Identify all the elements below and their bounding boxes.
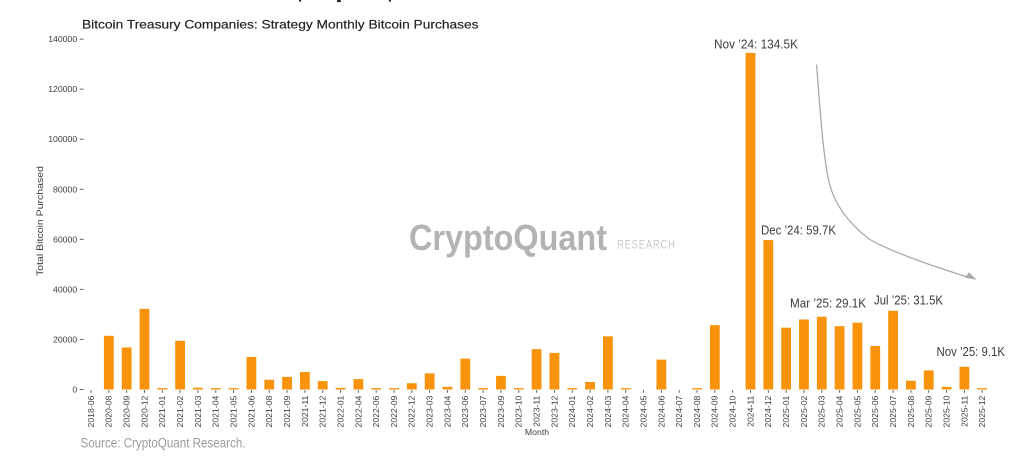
svg-text:2020-09: 2020-09 xyxy=(122,395,132,427)
svg-text:2023-10: 2023-10 xyxy=(514,395,524,427)
svg-text:2021-03: 2021-03 xyxy=(193,395,203,427)
svg-text:2021-06: 2021-06 xyxy=(246,395,256,427)
svg-text:2018-06: 2018-06 xyxy=(86,395,96,427)
svg-text:2024-08: 2024-08 xyxy=(692,395,702,427)
svg-text:Nov ’25: 9.1K: Nov ’25: 9.1K xyxy=(937,344,1006,359)
svg-text:2021-08: 2021-08 xyxy=(264,395,274,427)
svg-text:2024-02: 2024-02 xyxy=(585,395,595,427)
svg-text:2025-09: 2025-09 xyxy=(924,395,934,427)
svg-text:2024-05: 2024-05 xyxy=(638,395,648,427)
svg-text:2025-01: 2025-01 xyxy=(781,395,791,427)
svg-text:2024-03: 2024-03 xyxy=(603,395,613,427)
svg-text:2025-04: 2025-04 xyxy=(835,395,845,427)
svg-text:Nov ’24: 134.5K: Nov ’24: 134.5K xyxy=(714,36,798,51)
svg-text:2021-02: 2021-02 xyxy=(175,395,185,427)
svg-text:2024-09: 2024-09 xyxy=(710,395,720,427)
svg-text:2023-03: 2023-03 xyxy=(425,395,435,427)
svg-text:Mar ’25: 29.1K: Mar ’25: 29.1K xyxy=(790,295,866,310)
svg-text:2021-12: 2021-12 xyxy=(318,395,328,427)
svg-text:CryptoQuant: CryptoQuant xyxy=(409,217,607,258)
svg-text:2021-01: 2021-01 xyxy=(157,395,167,427)
svg-text:2021-09: 2021-09 xyxy=(282,395,292,427)
svg-text:Jul ’25: 31.5K: Jul ’25: 31.5K xyxy=(874,292,943,307)
svg-text:2023-09: 2023-09 xyxy=(496,395,506,427)
svg-text:2025-02: 2025-02 xyxy=(799,395,809,427)
svg-text:2024-12: 2024-12 xyxy=(763,395,773,427)
svg-text:2021-04: 2021-04 xyxy=(211,395,221,427)
svg-text:2025-06: 2025-06 xyxy=(870,395,880,427)
svg-text:2025-08: 2025-08 xyxy=(906,395,916,427)
svg-text:2024-06: 2024-06 xyxy=(656,395,666,427)
svg-text:20000: 20000 xyxy=(53,334,77,344)
svg-text:2025-03: 2025-03 xyxy=(817,395,827,427)
svg-text:40000: 40000 xyxy=(53,284,77,294)
svg-text:Dec ’24: 59.7K: Dec ’24: 59.7K xyxy=(761,222,836,237)
svg-text:2023-06: 2023-06 xyxy=(460,395,470,427)
svg-text:2025-07: 2025-07 xyxy=(888,395,898,427)
svg-text:2021-05: 2021-05 xyxy=(228,395,238,427)
svg-text:RESEARCH: RESEARCH xyxy=(617,237,676,251)
svg-text:2024-01: 2024-01 xyxy=(567,395,577,427)
svg-text:2022-09: 2022-09 xyxy=(389,395,399,427)
svg-text:2022-06: 2022-06 xyxy=(371,395,381,427)
svg-text:Bitcoin Treasury Companies: St: Bitcoin Treasury Companies: Strategy Mon… xyxy=(82,17,479,31)
svg-text:120000: 120000 xyxy=(48,84,77,94)
svg-text:2020-12: 2020-12 xyxy=(139,395,149,427)
svg-text:2021-11: 2021-11 xyxy=(300,395,310,426)
svg-text:2024-04: 2024-04 xyxy=(621,395,631,427)
svg-text:2025-12: 2025-12 xyxy=(977,395,987,427)
svg-text:2023-04: 2023-04 xyxy=(442,395,452,427)
svg-text:2022-12: 2022-12 xyxy=(407,395,417,427)
svg-text:2022-01: 2022-01 xyxy=(335,395,345,427)
svg-text:60000: 60000 xyxy=(53,234,77,244)
svg-text:2025-05: 2025-05 xyxy=(852,395,862,427)
svg-text:140000: 140000 xyxy=(48,34,77,44)
svg-text:2023-07: 2023-07 xyxy=(478,395,488,427)
svg-text:2024-11: 2024-11 xyxy=(745,395,755,426)
svg-text:2025-10: 2025-10 xyxy=(941,395,951,427)
svg-text:0: 0 xyxy=(72,385,77,395)
svg-text:2024-10: 2024-10 xyxy=(728,395,738,427)
svg-text:2022-04: 2022-04 xyxy=(353,395,363,427)
svg-text:2023-11: 2023-11 xyxy=(532,395,542,426)
svg-text:2023-12: 2023-12 xyxy=(549,395,559,427)
svg-text:2020-08: 2020-08 xyxy=(104,395,114,427)
svg-text:2024-07: 2024-07 xyxy=(674,395,684,427)
svg-text:2025-11: 2025-11 xyxy=(959,395,969,426)
svg-text:100000: 100000 xyxy=(48,134,77,144)
svg-text:Total Bitcoin Purchased: Total Bitcoin Purchased xyxy=(35,166,45,276)
svg-text:80000: 80000 xyxy=(53,184,77,194)
svg-text:Source: CryptoQuant Research.: Source: CryptoQuant Research. xyxy=(81,435,246,450)
svg-text:Month: Month xyxy=(525,427,549,437)
